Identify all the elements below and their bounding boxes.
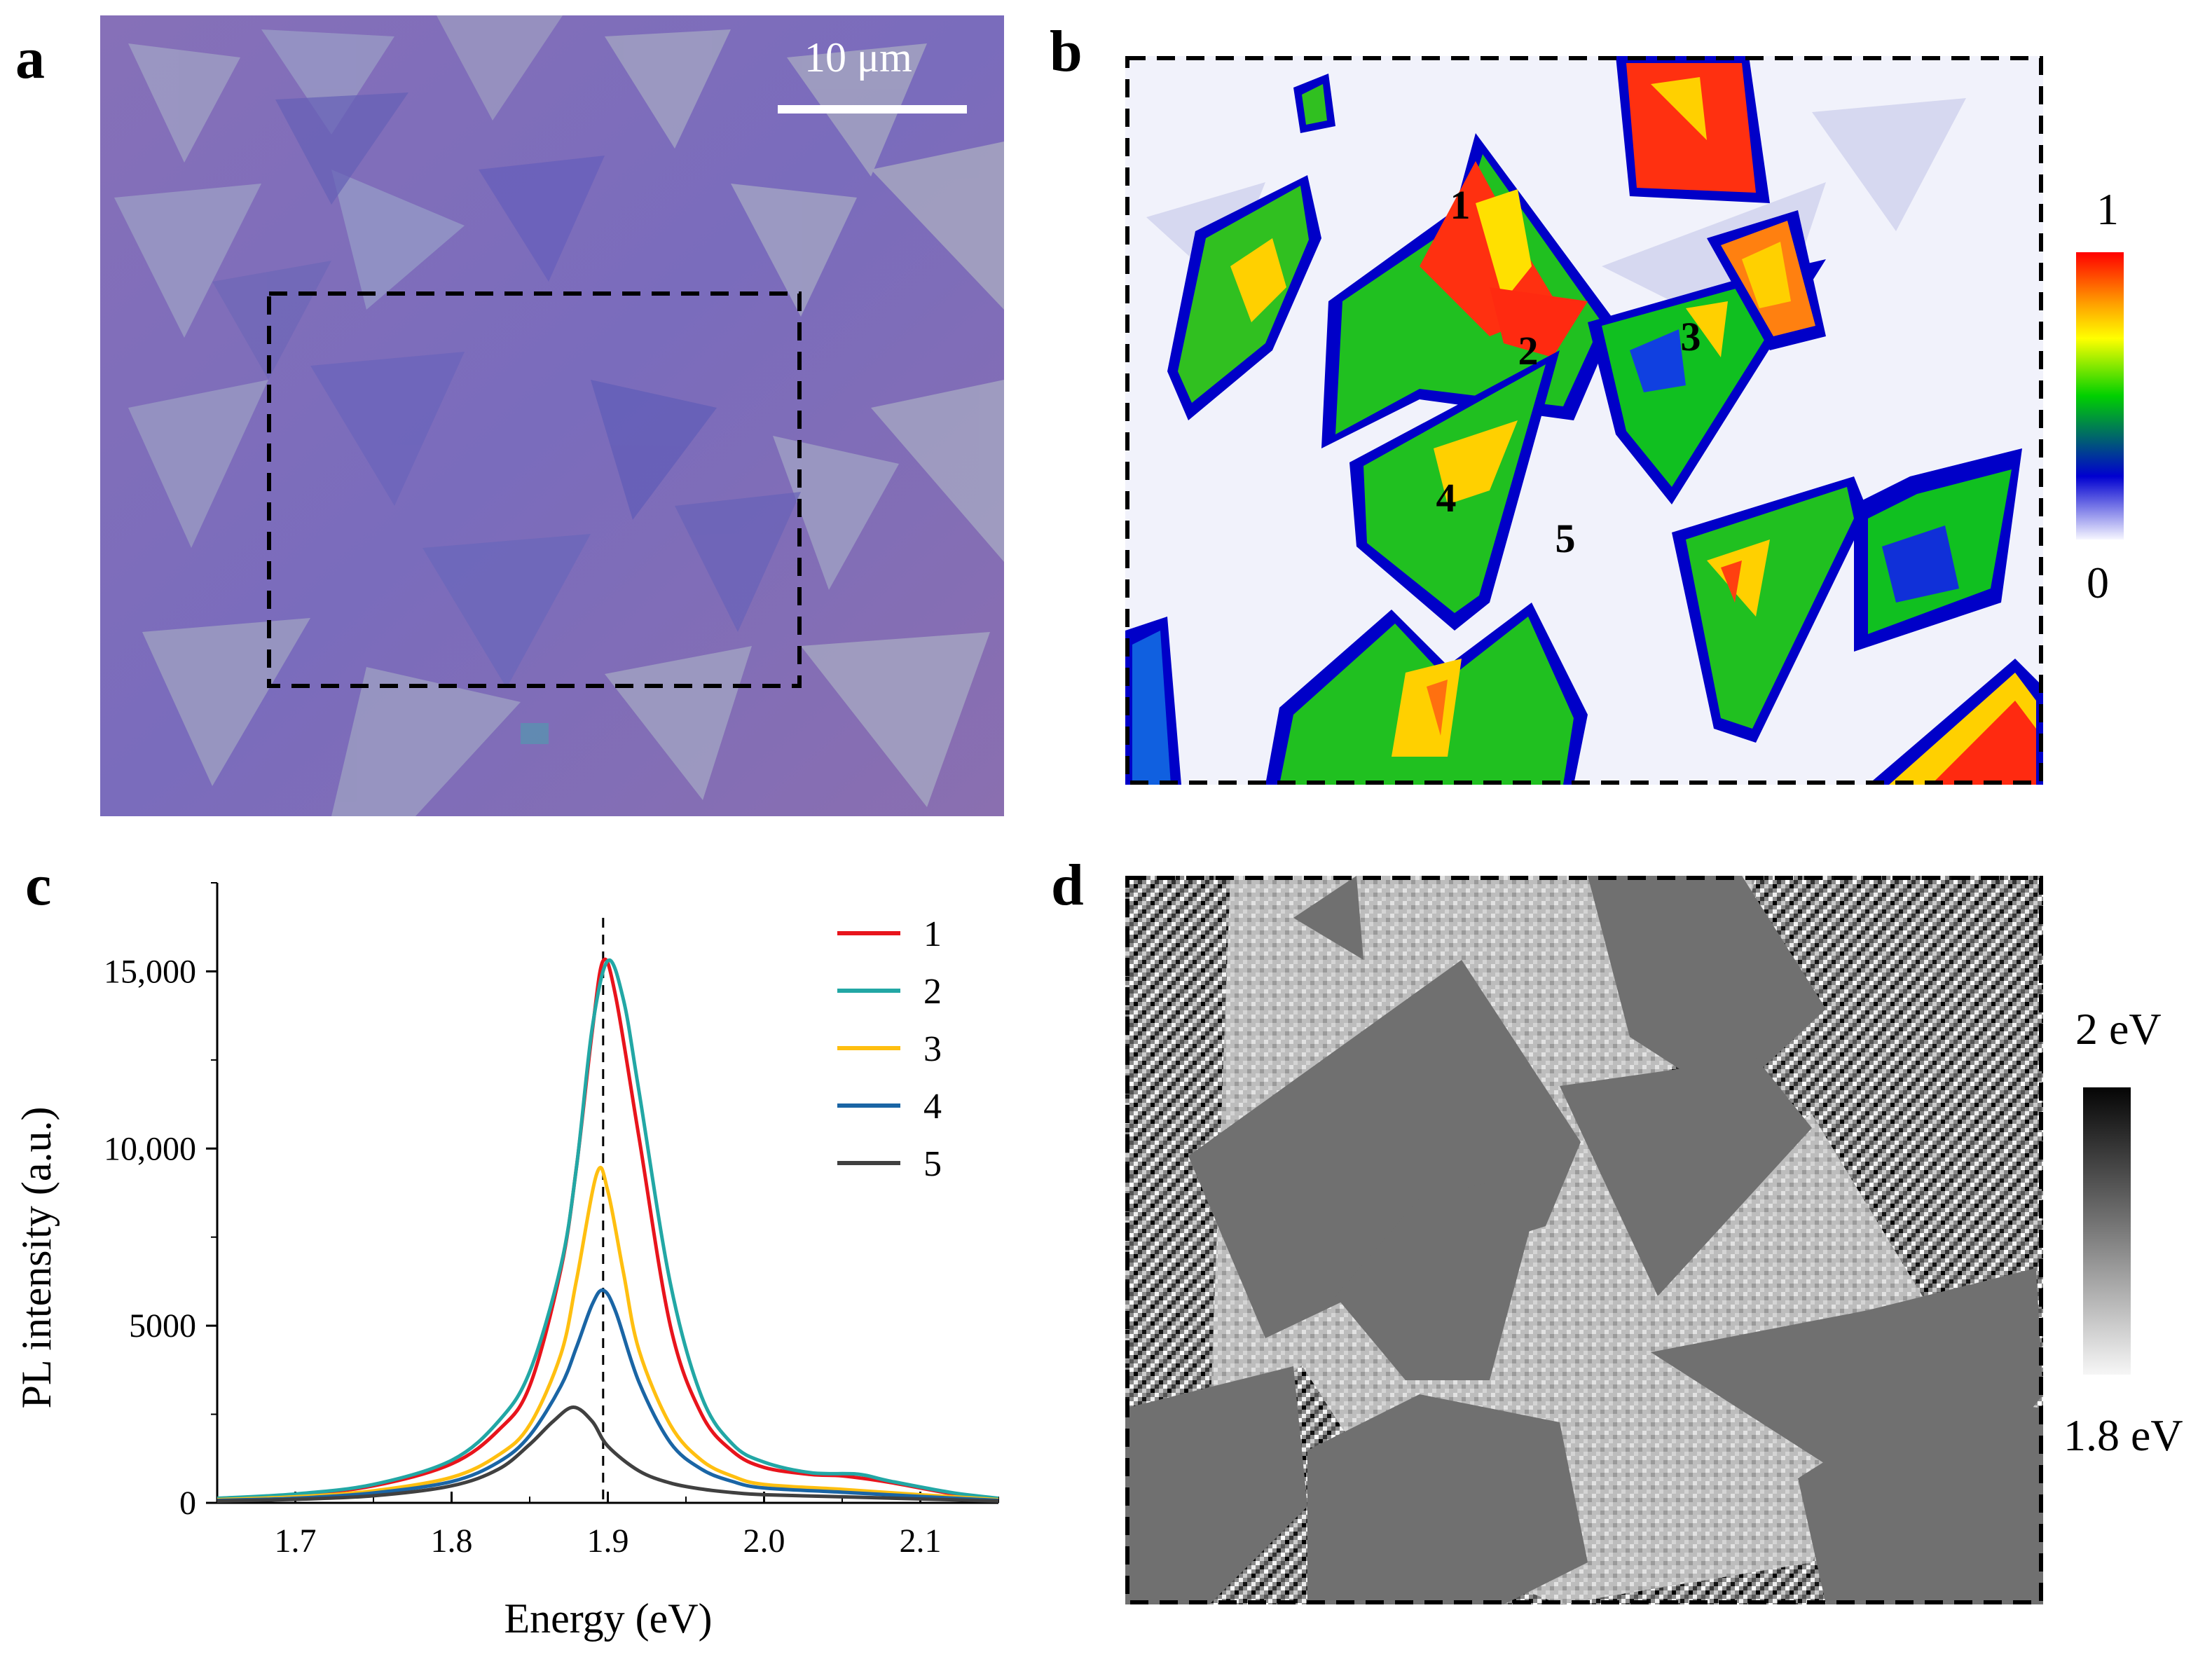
y-tick-label: 5000 (129, 1307, 196, 1345)
pl-peak-energy-map (1125, 876, 2043, 1604)
map-frame (1125, 56, 2043, 785)
region-label: 1 (1450, 182, 1471, 228)
intensity-colorbar (2076, 252, 2124, 539)
axis-ticks: 1.7 1.8 1.9 2.0 2.1 0 5000 10,000 15,000 (104, 882, 999, 1560)
legend-label: 1 (923, 914, 942, 954)
panel-b-label: b (1050, 19, 1083, 84)
region-labels: 1 2 3 4 5 (1436, 182, 1701, 561)
pl-flakes (1125, 56, 2043, 785)
series-line-4 (217, 1288, 999, 1502)
series-lines (217, 957, 999, 1503)
legend-label: 5 (923, 1144, 942, 1184)
panel-a-label: a (15, 26, 45, 91)
legend-label: 4 (923, 1087, 942, 1127)
y-tick-label: 15,000 (104, 953, 196, 990)
energy-colorbar (2083, 1087, 2131, 1375)
legend-label: 2 (923, 972, 942, 1012)
region-label: 5 (1555, 516, 1576, 561)
panel-d-label: d (1051, 853, 1084, 918)
region-label: 2 (1518, 328, 1539, 373)
y-tick-label: 10,000 (104, 1130, 196, 1167)
colorbar-max-label: 1 (2096, 184, 2119, 234)
x-axis-label: Energy (eV) (504, 1595, 712, 1642)
map-frame (1125, 876, 2043, 1604)
pl-intensity-map: 1 2 3 4 5 (1125, 56, 2043, 785)
energy-colorbar-min-label: 1.8 eV (2063, 1410, 2183, 1460)
series-line-5 (217, 1405, 999, 1503)
legend: 1 2 3 4 5 (837, 914, 942, 1184)
energy-colorbar-max-label: 2 eV (2075, 1004, 2162, 1054)
optical-micrograph (100, 15, 1004, 816)
y-axis-label: PL intensity (a.u.) (13, 1106, 60, 1408)
series-line-2 (217, 958, 999, 1500)
legend-label: 3 (923, 1029, 942, 1069)
colorbar-min-label: 0 (2087, 558, 2109, 607)
x-tick-label: 1.9 (587, 1522, 629, 1560)
x-tick-label: 2.1 (900, 1522, 942, 1560)
scale-bar (778, 105, 967, 114)
y-tick-label: 0 (179, 1485, 196, 1522)
series-line-3 (217, 1166, 999, 1501)
pl-spectra-chart: 1.7 1.8 1.9 2.0 2.1 0 5000 10,000 15,000 1 2 3 4 5 E… (13, 882, 999, 1642)
x-tick-label: 1.8 (431, 1522, 473, 1560)
x-tick-label: 2.0 (743, 1522, 785, 1560)
panel-c-label: c (25, 853, 52, 918)
x-tick-label: 1.7 (275, 1522, 317, 1560)
bilayer-regions (212, 92, 801, 688)
region-label: 4 (1436, 475, 1457, 521)
scale-bar-label: 10 μm (804, 34, 912, 81)
series-line-1 (217, 957, 999, 1501)
contaminant-spot (521, 723, 549, 744)
selection-box (267, 291, 802, 688)
monolayer-regions (1125, 876, 2043, 1604)
region-label: 3 (1681, 314, 1701, 359)
